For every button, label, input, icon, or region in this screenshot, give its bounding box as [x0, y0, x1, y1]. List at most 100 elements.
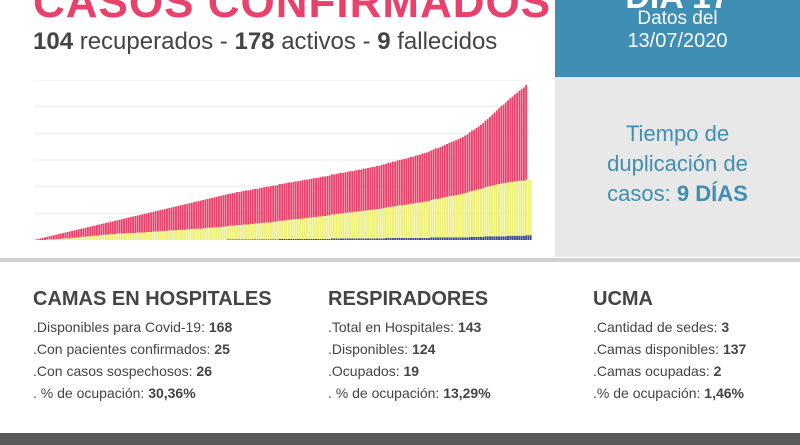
bar-segment — [473, 190, 476, 237]
bar-segment — [64, 238, 67, 240]
bar-segment — [516, 235, 519, 240]
bar-segment — [105, 222, 107, 235]
bar-segment — [412, 237, 415, 240]
bar-segment — [525, 84, 528, 180]
bar-segment — [432, 199, 435, 238]
ucma-title: UCMA — [593, 288, 653, 310]
bar-segment — [68, 231, 71, 239]
bar-segment — [459, 237, 462, 240]
data-date-label: Datos del — [637, 8, 718, 29]
bar-segment — [188, 203, 191, 230]
bar-segment — [495, 110, 498, 185]
bar-segment — [419, 237, 421, 240]
bar-segment — [416, 237, 419, 240]
bar-segment — [195, 201, 198, 229]
bar-segment — [337, 238, 340, 240]
bar-segment — [254, 188, 256, 224]
bar-segment — [358, 211, 360, 239]
bar-segment — [197, 228, 200, 240]
bar-segment — [439, 147, 442, 199]
bar-segment — [360, 169, 363, 212]
bar-segment — [489, 116, 491, 187]
bar-segment — [405, 158, 408, 205]
bar-segment — [437, 198, 439, 238]
day-panel: DIA 17 Datos del 13/07/2020 — [555, 0, 800, 77]
bar-segment — [288, 182, 290, 220]
bar-segment — [443, 197, 446, 238]
bar-segment — [498, 108, 500, 184]
row-value: 143 — [457, 319, 482, 335]
bar-segment — [285, 238, 288, 240]
bar-segment — [136, 215, 139, 233]
bar-segment — [163, 209, 166, 231]
bar-segment — [464, 193, 467, 238]
bar-segment — [272, 239, 275, 240]
bar-segment — [251, 189, 254, 224]
row-value: 2 — [713, 363, 722, 379]
bar-segment — [330, 238, 333, 240]
bar-segment — [471, 236, 473, 240]
bar-segment — [450, 237, 453, 240]
bar-segment — [278, 184, 281, 221]
bar-segment — [306, 179, 308, 219]
bar-segment — [240, 239, 243, 240]
bar-segment — [299, 218, 302, 239]
bar-segment — [208, 227, 211, 240]
bar-segment — [138, 214, 141, 233]
bar-segment — [129, 217, 132, 234]
bar-segment — [254, 239, 256, 240]
bar-segment — [89, 236, 92, 240]
bar-segment — [227, 239, 229, 240]
bar-segment — [349, 171, 351, 213]
bar-segment — [378, 209, 381, 239]
bar-segment — [256, 188, 259, 224]
bar-segment — [520, 235, 523, 240]
row-value: 168 — [208, 319, 233, 335]
bar-segment — [455, 237, 458, 240]
bar-segment — [202, 200, 205, 229]
row-value: 137 — [722, 341, 747, 357]
chart-bars — [35, 84, 532, 240]
bar-segment — [513, 94, 516, 182]
bar-segment — [349, 238, 351, 240]
bar-segment — [421, 237, 424, 240]
bar-segment — [159, 210, 162, 231]
bar-segment — [156, 231, 159, 240]
bar-segment — [513, 235, 516, 240]
bar-segment — [414, 237, 417, 240]
bar-segment — [486, 236, 489, 240]
bar-segment — [274, 185, 277, 222]
cases-chart — [35, 80, 532, 240]
bar-segment — [428, 237, 430, 240]
bar-segment — [525, 235, 528, 240]
bar-segment — [522, 87, 525, 181]
duplication-text: Tiempo de duplicación de casos: 9 DÍAS — [565, 119, 790, 209]
bar-segment — [278, 220, 281, 239]
row-label: .Ocupados: — [328, 363, 400, 379]
bar-segment — [480, 236, 482, 240]
bar-segment — [312, 217, 315, 239]
bar-segment — [344, 212, 347, 239]
bar-segment — [118, 219, 121, 234]
bar-segment — [396, 160, 399, 206]
bar-segment — [66, 232, 69, 239]
bar-segment — [439, 237, 442, 240]
bar-segment — [163, 230, 166, 240]
bar-segment — [161, 209, 164, 231]
bar-segment — [468, 132, 471, 192]
bar-segment — [410, 156, 412, 204]
bar-segment — [233, 239, 236, 240]
bar-segment — [175, 206, 177, 231]
bar-segment — [308, 179, 311, 218]
bar-segment — [321, 176, 324, 216]
bar-segment — [520, 180, 523, 236]
bar-segment — [421, 153, 424, 203]
row-label: .Total en Hospitales: — [328, 319, 455, 335]
bar-segment — [400, 237, 403, 240]
respirators-available: .Disponibles: 124 — [328, 339, 491, 359]
bar-segment — [240, 191, 243, 226]
bar-segment — [231, 193, 234, 226]
bar-segment — [425, 237, 428, 240]
bar-segment — [337, 173, 340, 214]
hospital-beds-available: .Disponibles para Covid-19: 168 — [33, 317, 272, 337]
